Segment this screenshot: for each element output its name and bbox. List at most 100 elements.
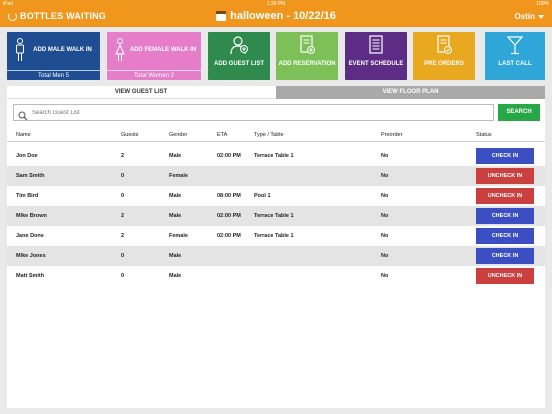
guest-eta: 02:00 PM [217, 213, 241, 219]
add-reservation-label: ADD RESERVATION [278, 61, 336, 67]
guest-count: 0 [121, 173, 125, 179]
clock: 1:39 PM [266, 1, 286, 7]
male-person-icon [15, 38, 25, 67]
brand-logo-icon [8, 11, 17, 21]
device-name: iPad [3, 1, 14, 7]
guest-preorder: No [381, 153, 389, 159]
table-row[interactable]: Matt Smith 0 Male No UNCHECK IN [7, 266, 545, 286]
guest-gender: Female [169, 233, 188, 239]
add-male-walk-in-button[interactable]: ADD MALE WALK IN Total Men 5 [7, 32, 100, 80]
uncheck-in-button[interactable]: UNCHECK IN [476, 188, 534, 204]
column-header-guests: Guests [121, 132, 139, 138]
guest-preorder: No [381, 213, 389, 219]
guest-table: Terrace Table 1 [254, 213, 294, 219]
guest-count: 0 [121, 193, 125, 199]
guest-preorder: No [381, 273, 389, 279]
guest-eta: 02:00 PM [217, 153, 241, 159]
guest-eta: 08:00 PM [217, 193, 241, 199]
cocktail-glass-icon [485, 35, 545, 55]
guest-gender: Male [169, 213, 182, 219]
schedule-icon [345, 35, 407, 55]
column-header-gender: Gender [169, 132, 188, 138]
table-row[interactable]: Tim Bird 0 Male 08:00 PM Pool 1 No UNCHE… [7, 186, 545, 206]
female-person-icon [115, 38, 125, 67]
event-schedule-button[interactable]: EVENT SCHEDULE [345, 32, 407, 80]
column-header-preorder: Preorder [381, 132, 403, 138]
guest-count: 2 [121, 153, 125, 159]
event-selector[interactable]: halloween - 10/22/16 [0, 10, 552, 22]
last-call-label: LAST CALL [498, 61, 532, 67]
uncheck-in-button[interactable]: UNCHECK IN [476, 268, 534, 284]
add-user-icon [208, 35, 270, 55]
tab-view-guest-list[interactable]: VIEW GUEST LIST [7, 86, 275, 99]
search-box [13, 104, 494, 121]
calendar-icon [216, 11, 227, 21]
brand-name: BOTTLES WAITING [20, 11, 106, 21]
brand: BOTTLES WAITING [8, 11, 106, 21]
add-reservation-button[interactable]: ADD RESERVATION [276, 32, 338, 80]
uncheck-in-button[interactable]: UNCHECK IN [476, 168, 534, 184]
guest-name: Tim Bird [16, 193, 39, 199]
add-guest-list-button[interactable]: ADD GUEST LIST [208, 32, 270, 80]
guest-table: Pool 1 [254, 193, 271, 199]
guest-name: Mike Brown [16, 213, 47, 219]
guest-gender: Male [169, 253, 182, 259]
chevron-down-icon [538, 14, 544, 19]
search-icon [18, 108, 28, 126]
guest-gender: Female [169, 173, 188, 179]
add-female-walk-in-button[interactable]: ADD FEMALE WALK IN Total Women 2 [107, 32, 201, 80]
table-row[interactable]: Mike Jones 0 Male No CHECK IN [7, 246, 545, 266]
guest-preorder: No [381, 193, 389, 199]
guest-preorder: No [381, 233, 389, 239]
guest-gender: Male [169, 193, 182, 199]
search-input[interactable] [32, 107, 487, 118]
table-row[interactable]: Jon Doe 2 Male 02:00 PM Terrace Table 1 … [7, 146, 545, 166]
table-row[interactable]: Jane Done 2 Female 02:00 PM Terrace Tabl… [7, 226, 545, 246]
table-row[interactable]: Sam Smith 0 Female No UNCHECK IN [7, 166, 545, 186]
guest-eta: 02:00 PM [217, 233, 241, 239]
table-row[interactable]: Mike Brown 2 Male 02:00 PM Terrace Table… [7, 206, 545, 226]
check-in-button[interactable]: CHECK IN [476, 148, 534, 164]
guest-table: Terrace Table 1 [254, 233, 294, 239]
guest-name: Sam Smith [16, 173, 45, 179]
guest-count: 2 [121, 233, 125, 239]
guest-name: Mike Jones [16, 253, 46, 259]
guest-gender: Male [169, 153, 182, 159]
column-header-eta: ETA [217, 132, 228, 138]
guest-preorder: No [381, 253, 389, 259]
add-guest-list-label: ADD GUEST LIST [213, 61, 264, 67]
event-schedule-label: EVENT SCHEDULE [348, 61, 404, 67]
column-header-status: Status [476, 132, 492, 138]
total-women-count: Total Women 2 [107, 70, 201, 80]
check-in-button[interactable]: CHECK IN [476, 208, 534, 224]
add-reservation-icon [276, 35, 338, 55]
guest-name: Jane Done [16, 233, 44, 239]
battery-level: 100% [536, 1, 549, 7]
pre-orders-button[interactable]: PRE ORDERS [413, 32, 475, 80]
pre-orders-icon [413, 35, 475, 55]
add-male-walk-in-label: ADD MALE WALK IN [33, 47, 92, 53]
total-men-count: Total Men 5 [7, 70, 100, 80]
column-header-type-table: Type / Table [254, 132, 284, 138]
search-button[interactable]: SEARCH [498, 104, 540, 121]
pre-orders-label: PRE ORDERS [424, 61, 464, 67]
check-in-button[interactable]: CHECK IN [476, 248, 534, 264]
guest-gender: Male [169, 273, 182, 279]
user-menu[interactable]: Ostin [515, 12, 544, 21]
check-in-button[interactable]: CHECK IN [476, 228, 534, 244]
app-header: BOTTLES WAITING halloween - 10/22/16 Ost… [0, 7, 552, 27]
guest-table: Terrace Table 1 [254, 153, 294, 159]
last-call-button[interactable]: LAST CALL [485, 32, 545, 80]
add-female-walk-in-label: ADD FEMALE WALK IN [129, 47, 197, 53]
guest-name: Jon Doe [16, 153, 38, 159]
device-status-bar: iPad 1:39 PM 100% [0, 0, 552, 7]
user-name: Ostin [514, 12, 535, 21]
column-header-name: Name [16, 132, 31, 138]
guest-preorder: No [381, 173, 389, 179]
guest-count: 0 [121, 273, 125, 279]
table-header: Name Guests Gender ETA Type / Table Preo… [7, 128, 545, 142]
guest-list-panel: VIEW GUEST LIST VIEW FLOOR PLAN SEARCH N… [7, 86, 545, 408]
guest-count: 0 [121, 253, 125, 259]
tab-view-floor-plan[interactable]: VIEW FLOOR PLAN [276, 86, 545, 99]
guest-count: 2 [121, 213, 125, 219]
